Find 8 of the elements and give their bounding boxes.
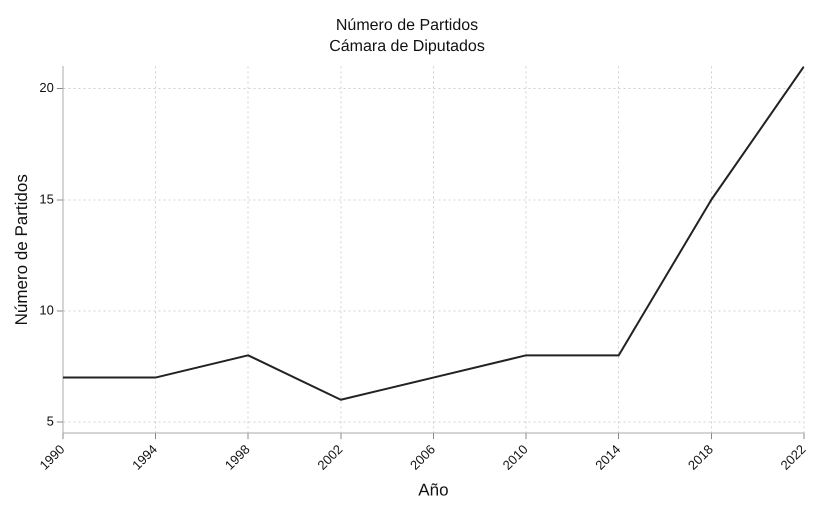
y-tick-label: 15: [39, 191, 54, 206]
y-tick-label: 5: [46, 414, 54, 429]
chart-subtitle: Cámara de Diputados: [329, 38, 485, 56]
y-tick-label: 20: [39, 80, 54, 96]
x-axis-title: Año: [418, 480, 449, 500]
chart-title: Número de Partidos: [336, 17, 478, 34]
y-axis-title: Número de Partidos: [12, 174, 31, 326]
y-tick-label: 10: [39, 302, 54, 318]
